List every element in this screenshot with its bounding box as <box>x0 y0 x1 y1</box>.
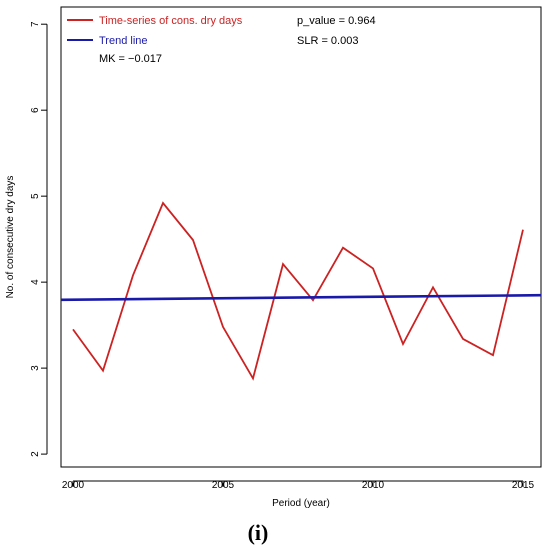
time-series-line <box>72 201 524 381</box>
x-axis: 2000 2005 2010 2015 <box>62 480 535 491</box>
series-layer <box>60 201 542 381</box>
y-tick-label: 4 <box>30 279 41 285</box>
y-axis-title: No. of consecutive dry days <box>5 176 16 299</box>
p-value-annotation: p_value = 0.964 <box>297 15 376 27</box>
x-axis-title: Period (year) <box>272 498 330 509</box>
mk-annotation: MK = −0.017 <box>99 53 162 65</box>
x-tick-label: 2015 <box>512 480 535 491</box>
legend-label-time-series: Time-series of cons. dry days <box>99 15 243 27</box>
trend-line <box>60 293 542 302</box>
panel-label: (i) <box>248 520 269 545</box>
y-tick-label: 3 <box>30 365 41 371</box>
x-tick-label: 2005 <box>212 480 235 491</box>
slr-annotation: SLR = 0.003 <box>297 35 358 47</box>
y-tick-label: 7 <box>30 21 41 27</box>
plot-frame <box>60 6 542 468</box>
x-tick-label: 2010 <box>362 480 385 491</box>
y-tick-label: 6 <box>30 107 41 113</box>
y-tick-label: 2 <box>30 451 41 457</box>
y-axis: 2 3 4 5 6 7 <box>30 21 48 457</box>
legend-label-trend-line: Trend line <box>99 35 148 47</box>
x-tick-label: 2000 <box>62 480 85 491</box>
legend: Time-series of cons. dry days Trend line <box>67 15 243 47</box>
y-tick-label: 5 <box>30 193 41 199</box>
